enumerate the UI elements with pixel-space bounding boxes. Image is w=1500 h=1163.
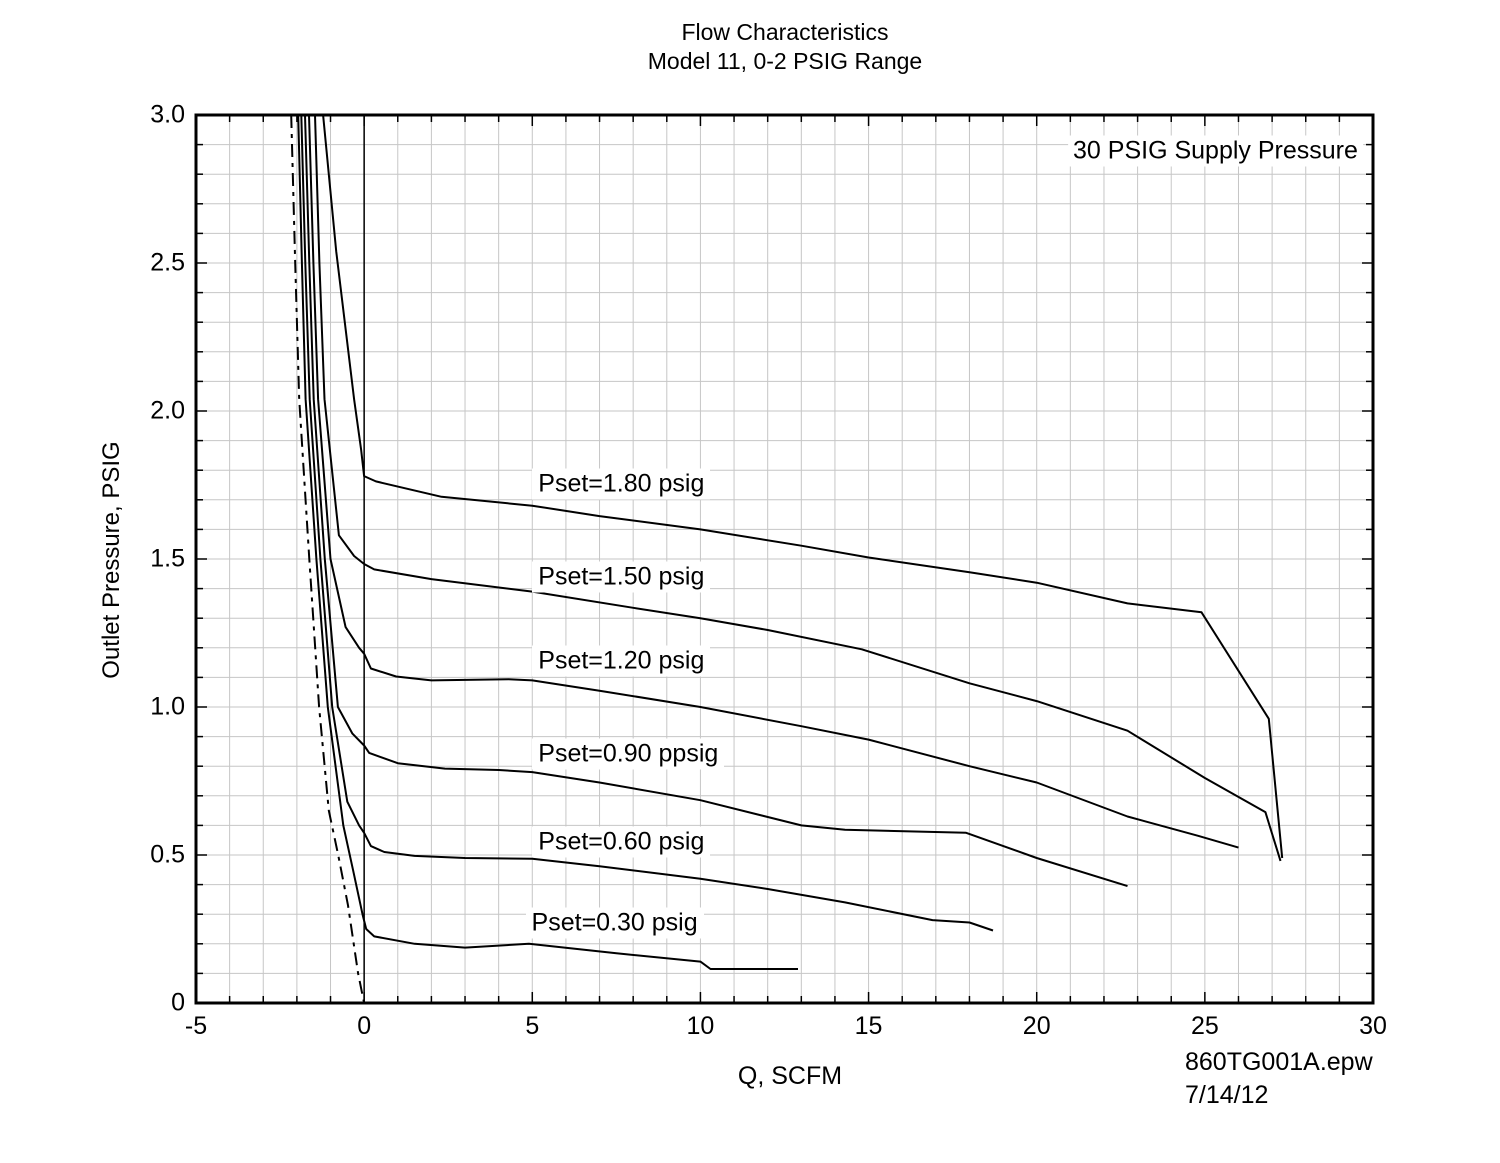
footer: 860TG001A.epw 7/14/12 <box>1185 1046 1373 1112</box>
y-tick-label: 2.5 <box>150 248 185 277</box>
y-tick-label: 0 <box>171 988 185 1017</box>
x-axis-title: Q, SCFM <box>737 1062 843 1090</box>
y-tick-label: 1.0 <box>150 692 185 721</box>
x-tick-label: 0 <box>357 1012 372 1040</box>
x-tick-label: 30 <box>1359 1012 1387 1040</box>
curve-label: Pset=1.20 psig <box>532 645 711 677</box>
curve-pset-0.90-psig <box>304 115 1128 888</box>
supply-pressure-annotation: 30 PSIG Supply Pressure <box>1068 135 1363 167</box>
x-tick-label: -5 <box>184 1012 208 1040</box>
curves <box>290 115 1284 1003</box>
y-tick-label: 3.0 <box>150 100 185 129</box>
curve-label: Pset=0.90 ppsig <box>532 738 725 770</box>
x-tick-label: 10 <box>686 1012 715 1040</box>
x-tick-label: 15 <box>854 1012 883 1040</box>
x-tick-label: 5 <box>525 1012 540 1040</box>
y-tick-label: 0.5 <box>150 840 185 869</box>
curve-pset-0.30-psig <box>297 115 798 970</box>
curve-label: Pset=1.80 psig <box>532 468 711 500</box>
plot-border <box>194 113 1375 1005</box>
curve-dashed-left-curve <box>290 115 366 1003</box>
footer-filename: 860TG001A.epw <box>1185 1048 1373 1076</box>
chart-title-line1: Flow Characteristics <box>681 19 889 45</box>
chart-title-line2: Model 11, 0-2 PSIG Range <box>647 48 923 74</box>
curve-pset-0.60-psig <box>300 115 994 932</box>
curve-pset-1.20-psig <box>308 115 1239 849</box>
footer-date: 7/14/12 <box>1185 1081 1269 1109</box>
curve-pset-1.50-psig <box>314 115 1282 862</box>
y-tick-label: 1.5 <box>150 544 185 573</box>
curve-pset-1.80-psig <box>322 115 1284 859</box>
x-tick-label: 25 <box>1190 1012 1219 1040</box>
curve-label: Pset=0.30 psig <box>525 907 704 939</box>
curve-label: Pset=1.50 psig <box>532 561 711 593</box>
curve-label: Pset=0.60 psig <box>532 826 711 858</box>
y-tick-label: 2.0 <box>150 396 185 425</box>
y-axis-title: Outlet Pressure, PSIG <box>98 441 125 679</box>
chart-title: Flow Characteristics Model 11, 0-2 PSIG … <box>648 18 922 76</box>
x-tick-label: 20 <box>1022 1012 1051 1040</box>
